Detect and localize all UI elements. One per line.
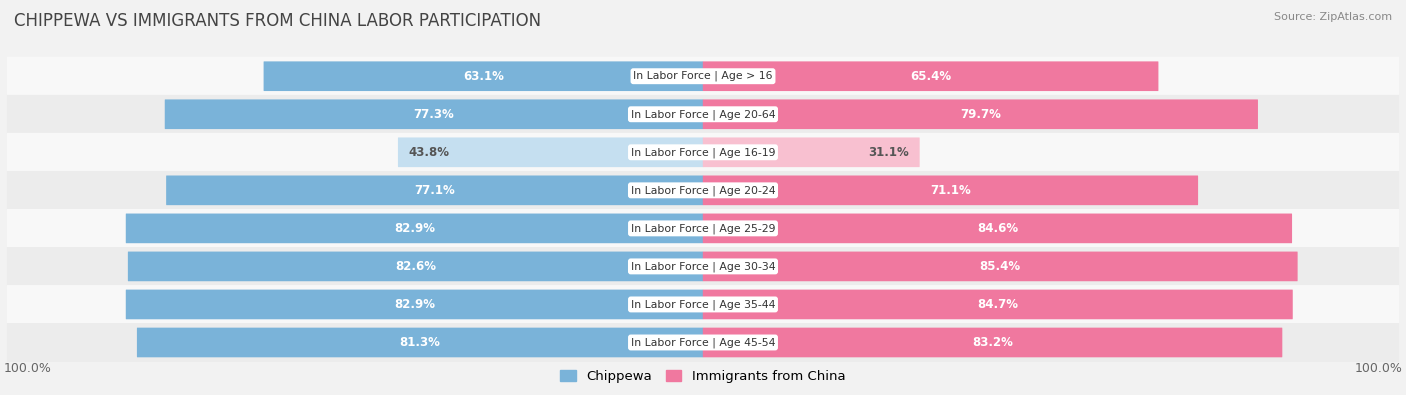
Text: 71.1%: 71.1% — [929, 184, 970, 197]
FancyBboxPatch shape — [128, 252, 703, 281]
Text: In Labor Force | Age 20-64: In Labor Force | Age 20-64 — [631, 109, 775, 120]
FancyBboxPatch shape — [136, 327, 703, 357]
Text: In Labor Force | Age 30-34: In Labor Force | Age 30-34 — [631, 261, 775, 272]
Text: 77.1%: 77.1% — [415, 184, 456, 197]
FancyBboxPatch shape — [7, 285, 1399, 324]
Text: 100.0%: 100.0% — [3, 362, 52, 375]
FancyBboxPatch shape — [703, 252, 1298, 281]
Text: In Labor Force | Age 25-29: In Labor Force | Age 25-29 — [631, 223, 775, 233]
Text: 43.8%: 43.8% — [409, 146, 450, 159]
Text: 85.4%: 85.4% — [980, 260, 1021, 273]
FancyBboxPatch shape — [166, 175, 703, 205]
Text: 84.6%: 84.6% — [977, 222, 1018, 235]
Legend: Chippewa, Immigrants from China: Chippewa, Immigrants from China — [555, 365, 851, 388]
Text: In Labor Force | Age 35-44: In Labor Force | Age 35-44 — [631, 299, 775, 310]
FancyBboxPatch shape — [703, 214, 1292, 243]
FancyBboxPatch shape — [703, 137, 920, 167]
Text: 63.1%: 63.1% — [463, 70, 503, 83]
FancyBboxPatch shape — [703, 175, 1198, 205]
FancyBboxPatch shape — [263, 61, 703, 91]
Text: 100.0%: 100.0% — [1354, 362, 1403, 375]
Text: In Labor Force | Age > 16: In Labor Force | Age > 16 — [633, 71, 773, 81]
Text: 81.3%: 81.3% — [399, 336, 440, 349]
Text: In Labor Force | Age 16-19: In Labor Force | Age 16-19 — [631, 147, 775, 158]
FancyBboxPatch shape — [398, 137, 703, 167]
Text: 79.7%: 79.7% — [960, 108, 1001, 121]
FancyBboxPatch shape — [7, 247, 1399, 286]
FancyBboxPatch shape — [7, 209, 1399, 248]
Text: Source: ZipAtlas.com: Source: ZipAtlas.com — [1274, 12, 1392, 22]
Text: CHIPPEWA VS IMMIGRANTS FROM CHINA LABOR PARTICIPATION: CHIPPEWA VS IMMIGRANTS FROM CHINA LABOR … — [14, 12, 541, 30]
FancyBboxPatch shape — [7, 323, 1399, 362]
Text: 83.2%: 83.2% — [972, 336, 1012, 349]
Text: In Labor Force | Age 45-54: In Labor Force | Age 45-54 — [631, 337, 775, 348]
FancyBboxPatch shape — [703, 100, 1258, 129]
FancyBboxPatch shape — [703, 327, 1282, 357]
FancyBboxPatch shape — [125, 214, 703, 243]
FancyBboxPatch shape — [7, 57, 1399, 96]
FancyBboxPatch shape — [125, 290, 703, 319]
FancyBboxPatch shape — [7, 171, 1399, 210]
Text: 65.4%: 65.4% — [910, 70, 952, 83]
Text: 31.1%: 31.1% — [869, 146, 910, 159]
FancyBboxPatch shape — [165, 100, 703, 129]
Text: 82.6%: 82.6% — [395, 260, 436, 273]
FancyBboxPatch shape — [7, 95, 1399, 134]
Text: 82.9%: 82.9% — [394, 222, 434, 235]
FancyBboxPatch shape — [7, 133, 1399, 172]
Text: 77.3%: 77.3% — [413, 108, 454, 121]
Text: 82.9%: 82.9% — [394, 298, 434, 311]
FancyBboxPatch shape — [703, 290, 1292, 319]
Text: In Labor Force | Age 20-24: In Labor Force | Age 20-24 — [631, 185, 775, 196]
Text: 84.7%: 84.7% — [977, 298, 1018, 311]
FancyBboxPatch shape — [703, 61, 1159, 91]
